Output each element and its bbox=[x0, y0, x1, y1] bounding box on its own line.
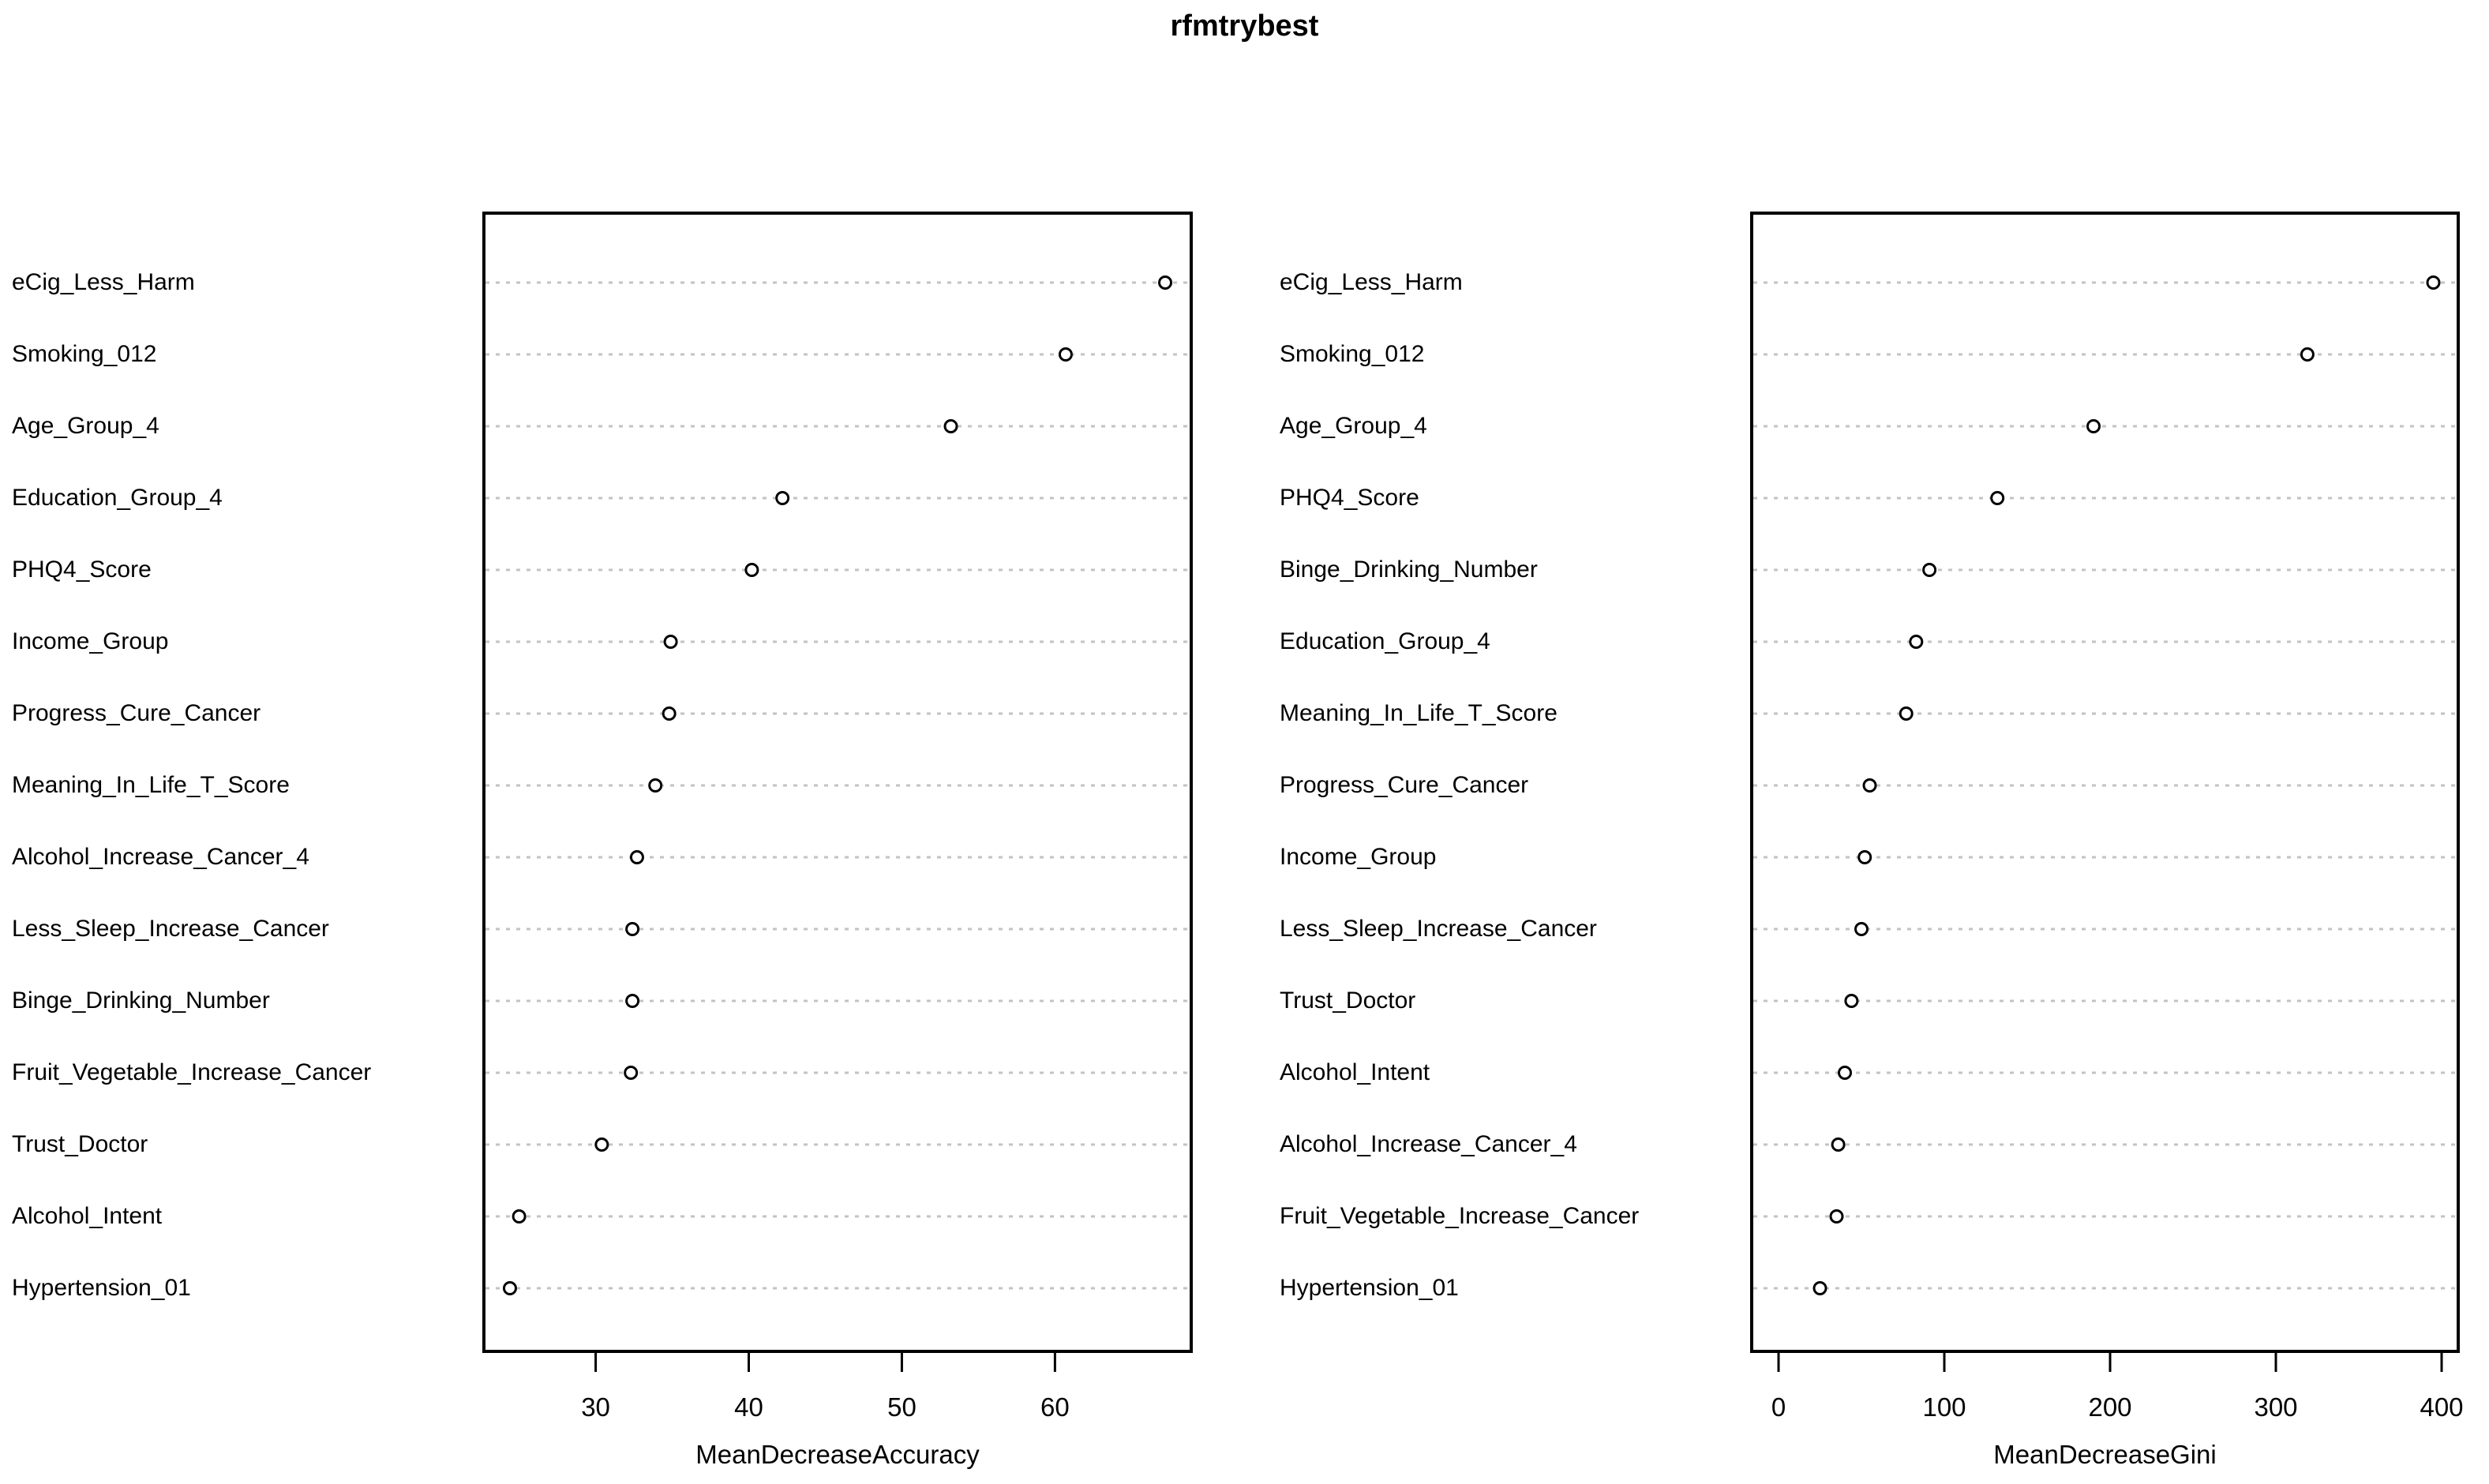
data-point bbox=[2086, 419, 2101, 433]
variable-label: Binge_Drinking_Number bbox=[1280, 556, 1538, 583]
variable-label: Fruit_Vegetable_Increase_Cancer bbox=[12, 1059, 372, 1085]
variable-label: Education_Group_4 bbox=[12, 485, 223, 511]
variable-label: Age_Group_4 bbox=[1280, 413, 1427, 439]
data-point bbox=[1862, 778, 1877, 793]
data-point bbox=[1812, 1281, 1827, 1295]
x-tick-label: 300 bbox=[2254, 1392, 2298, 1422]
data-point bbox=[663, 635, 678, 649]
variable-label: Hypertension_01 bbox=[12, 1275, 191, 1301]
data-point bbox=[624, 1066, 639, 1080]
variable-label: Trust_Doctor bbox=[1280, 987, 1416, 1014]
data-point bbox=[1854, 922, 1869, 936]
data-point bbox=[1857, 850, 1872, 864]
data-point bbox=[1838, 1066, 1853, 1080]
variable-label: Meaning_In_Life_T_Score bbox=[12, 772, 290, 798]
data-point bbox=[744, 563, 759, 577]
variable-label: PHQ4_Score bbox=[1280, 485, 1419, 511]
data-point bbox=[648, 778, 663, 793]
data-point bbox=[775, 491, 790, 505]
variable-label: Alcohol_Increase_Cancer_4 bbox=[12, 844, 309, 870]
variable-label: Trust_Doctor bbox=[12, 1131, 148, 1157]
panel-border bbox=[1750, 212, 2460, 1353]
data-point bbox=[2300, 347, 2315, 362]
data-point bbox=[1990, 491, 2005, 505]
data-point bbox=[2426, 275, 2441, 290]
data-point bbox=[629, 850, 644, 864]
variable-label: Meaning_In_Life_T_Score bbox=[1280, 700, 1557, 726]
data-point bbox=[662, 706, 677, 721]
data-point bbox=[1909, 635, 1924, 649]
x-tick-label: 100 bbox=[1922, 1392, 1966, 1422]
data-point bbox=[594, 1137, 609, 1152]
data-point bbox=[502, 1281, 517, 1295]
data-point bbox=[1829, 1209, 1844, 1224]
variable-label: Alcohol_Intent bbox=[12, 1203, 163, 1229]
x-tick-label: 30 bbox=[581, 1392, 610, 1422]
variable-label: Smoking_012 bbox=[1280, 341, 1425, 367]
variable-label: Less_Sleep_Increase_Cancer bbox=[1280, 916, 1597, 942]
x-tick-label: 60 bbox=[1040, 1392, 1070, 1422]
variable-label: Alcohol_Intent bbox=[1280, 1059, 1430, 1085]
variable-label: Progress_Cure_Cancer bbox=[12, 700, 261, 726]
variable-label: PHQ4_Score bbox=[12, 556, 152, 583]
variable-label: Less_Sleep_Increase_Cancer bbox=[12, 916, 329, 942]
data-point bbox=[943, 419, 958, 433]
x-tick-label: 0 bbox=[1771, 1392, 1786, 1422]
x-tick-label: 200 bbox=[2088, 1392, 2132, 1422]
variable-label: Binge_Drinking_Number bbox=[12, 987, 270, 1014]
variable-label: eCig_Less_Harm bbox=[1280, 269, 1463, 295]
variable-label: Income_Group bbox=[12, 628, 169, 654]
data-point bbox=[625, 994, 640, 1008]
variable-label: eCig_Less_Harm bbox=[12, 269, 195, 295]
variable-label: Hypertension_01 bbox=[1280, 1275, 1459, 1301]
data-point bbox=[1058, 347, 1073, 362]
data-point bbox=[1831, 1137, 1846, 1152]
variable-label: Fruit_Vegetable_Increase_Cancer bbox=[1280, 1203, 1640, 1229]
panel-border bbox=[482, 212, 1193, 1353]
chart-title: rfmtrybest bbox=[1170, 9, 1319, 43]
variable-label: Education_Group_4 bbox=[1280, 628, 1490, 654]
data-point bbox=[625, 922, 640, 936]
variable-label: Income_Group bbox=[1280, 844, 1437, 870]
x-tick-label: 50 bbox=[887, 1392, 917, 1422]
x-tick-label: 40 bbox=[734, 1392, 763, 1422]
data-point bbox=[1899, 706, 1914, 721]
x-axis-title-right: MeanDecreaseGini bbox=[1993, 1440, 2217, 1469]
data-point bbox=[1158, 275, 1173, 290]
data-point bbox=[1922, 563, 1937, 577]
variable-label: Smoking_012 bbox=[12, 341, 157, 367]
data-point bbox=[512, 1209, 527, 1224]
variable-label: Age_Group_4 bbox=[12, 413, 159, 439]
x-tick-label: 400 bbox=[2420, 1392, 2464, 1422]
data-point bbox=[1844, 994, 1859, 1008]
variable-label: Progress_Cure_Cancer bbox=[1280, 772, 1529, 798]
variable-label: Alcohol_Increase_Cancer_4 bbox=[1280, 1131, 1577, 1157]
x-axis-title-left: MeanDecreaseAccuracy bbox=[695, 1440, 980, 1469]
